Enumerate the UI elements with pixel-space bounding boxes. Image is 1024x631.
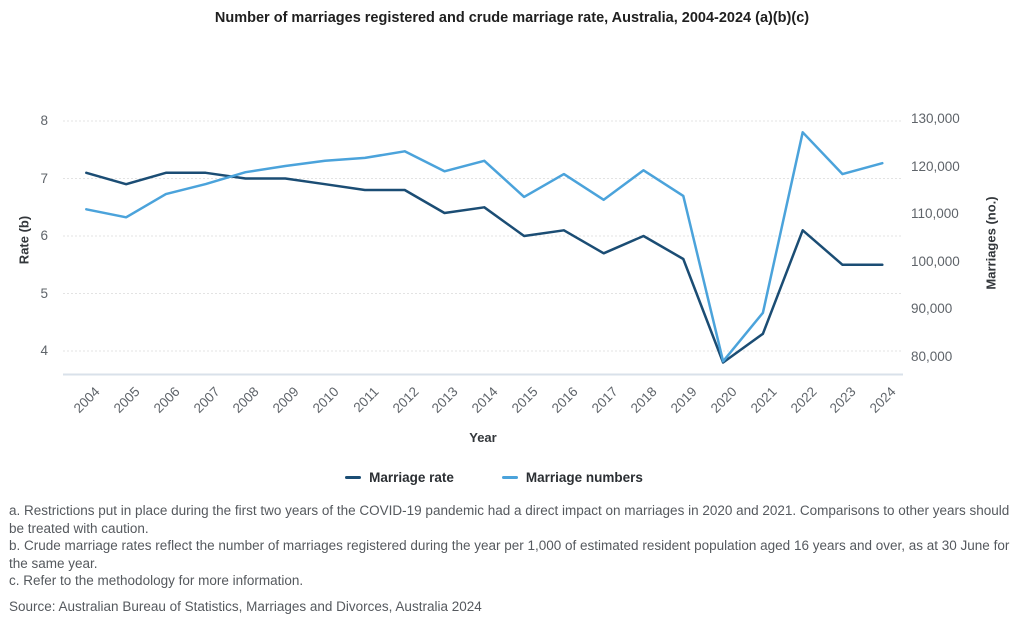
marriage-rate-line: [85, 171, 884, 364]
source-line: Source: Australian Bureau of Statistics,…: [9, 599, 482, 614]
left-axis-tick-label: 4: [40, 343, 48, 358]
legend-item-marriage-numbers: Marriage numbers: [501, 469, 643, 486]
legend: Marriage rate Marriage numbers: [0, 469, 988, 486]
right-axis-tick-label: 100,000: [911, 253, 960, 269]
left-axis-tick-label: 5: [40, 285, 48, 301]
marriage-rate-line-swatch: [345, 476, 362, 479]
marriage-numbers-line: [85, 131, 884, 363]
footnotes: a. Restrictions put in place during the …: [9, 502, 1013, 590]
legend-label-marriage-rate: Marriage rate: [369, 470, 454, 485]
marriage-numbers-line-swatch: [501, 476, 518, 479]
left-axis-tick-label: 7: [40, 170, 48, 186]
legend-item-marriage-rate: Marriage rate: [345, 469, 454, 486]
footnote-b: b. Crude marriage rates reflect the numb…: [9, 538, 1010, 571]
footnote-c: c. Refer to the methodology for more inf…: [9, 573, 304, 588]
plot-canvas: [63, 120, 903, 376]
right-axis-tick-label: 130,000: [911, 111, 960, 126]
right-axis-tick-label: 80,000: [911, 348, 953, 364]
x-axis-title: Year: [469, 430, 497, 445]
right-axis-tick-label: 120,000: [911, 158, 960, 174]
left-axis-tick-label: 6: [40, 228, 48, 243]
legend-label-marriage-numbers: Marriage numbers: [525, 470, 643, 485]
left-axis-tick-label: 8: [40, 113, 48, 128]
right-axis-tick-label: 90,000: [911, 301, 953, 316]
right-axis-tick-label: 110,000: [911, 206, 959, 221]
footnote-a: a. Restrictions put in place during the …: [9, 503, 1010, 536]
chart-title: Number of marriages registered and crude…: [214, 10, 810, 26]
